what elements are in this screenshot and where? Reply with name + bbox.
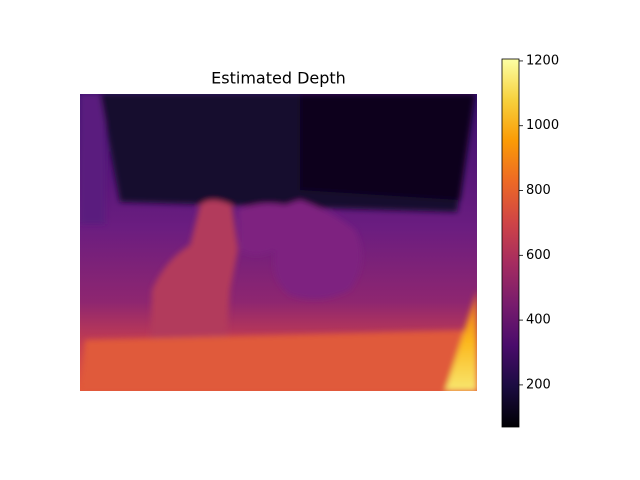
chart-title: Estimated Depth [211, 69, 346, 88]
colorbar-tick-label: 1200 [526, 53, 559, 68]
colorbar-tick-label: 400 [526, 313, 551, 328]
colorbar-tick-label: 200 [526, 377, 551, 392]
colorbar-tick-label: 600 [526, 248, 551, 263]
colorbar [501, 58, 520, 428]
colorbar-tick-label: 800 [526, 183, 551, 198]
depth-image [80, 94, 477, 391]
colorbar-tick-label: 1000 [526, 118, 559, 133]
